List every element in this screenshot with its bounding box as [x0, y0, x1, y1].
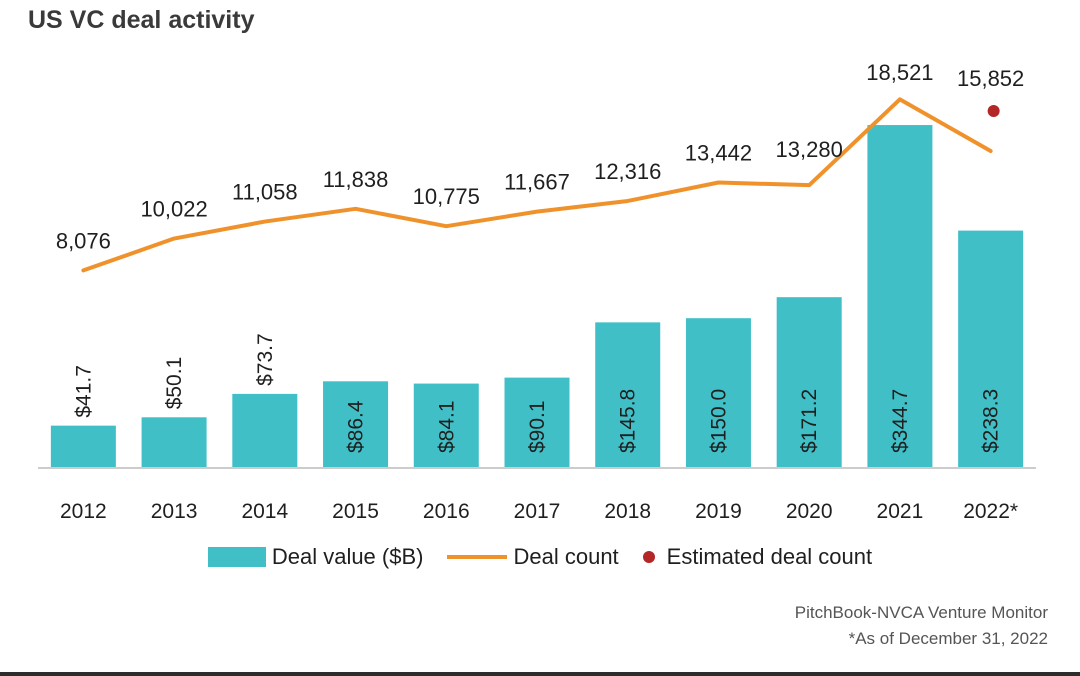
x-tick-label: 2019: [695, 500, 742, 523]
bottom-rule: [0, 672, 1080, 676]
bar: [413, 383, 479, 467]
legend: Deal value ($B) Deal count Estimated dea…: [0, 544, 1080, 570]
deal-count-label: 10,775: [413, 184, 480, 209]
bar: [323, 381, 389, 467]
bar-value-label: $73.7: [254, 333, 277, 386]
bar: [867, 125, 933, 467]
legend-swatch-dot: [642, 551, 655, 563]
bar-value-label: $84.1: [435, 400, 458, 453]
deal-count-label: 13,442: [685, 141, 752, 166]
chart-title: US VC deal activity: [28, 6, 255, 34]
footnote-line: *As of December 31, 2022: [848, 629, 1048, 648]
bar-value-label: $171.2: [798, 389, 821, 453]
bar-value-label: $50.1: [163, 357, 186, 410]
x-tick-label: 2018: [604, 500, 651, 523]
chart-plot: $41.7 2012 $50.1 2013 $73.7 2014 $86.4 2015 $84.…: [38, 60, 1036, 523]
x-tick-label: 2017: [514, 500, 561, 523]
legend-item-deal-count: Deal count: [447, 544, 619, 570]
x-tick-label: 2012: [60, 500, 107, 523]
estimated-deal-count-point: [987, 105, 1000, 117]
deal-count-label: 10,022: [140, 197, 207, 222]
deal-count-line: [81, 97, 993, 273]
bar-value-label: $238.3: [980, 389, 1003, 453]
x-tick-label: 2022*: [963, 500, 1018, 523]
x-tick-label: 2013: [151, 500, 198, 523]
legend-label-deal-count: Deal count: [513, 544, 619, 569]
deal-count-label: 13,280: [776, 137, 843, 162]
deal-count-label: 11,058: [232, 180, 298, 205]
bar-value-label: $41.7: [72, 365, 95, 418]
deal-count-label: 18,521: [866, 60, 933, 85]
legend-swatch-bar: [207, 547, 266, 567]
bar: [685, 318, 751, 467]
bar: [141, 417, 207, 467]
legend-item-deal-value: Deal value ($B): [207, 544, 424, 570]
bar-value-label: $145.8: [617, 389, 640, 453]
legend-label-deal-value: Deal value ($B): [271, 544, 424, 569]
legend-swatch-line: [447, 555, 508, 559]
bar-value-label: $150.0: [707, 389, 730, 453]
bar-value-label: $344.7: [889, 389, 912, 453]
bar-value-label: $90.1: [526, 400, 549, 453]
deal-count-label: 15,852: [957, 66, 1024, 91]
deal-count-label: 12,316: [594, 159, 661, 184]
bar: [50, 425, 116, 467]
deal-count-label: 11,667: [504, 170, 570, 195]
deal-count-label: 8,076: [56, 228, 111, 253]
x-tick-label: 2021: [877, 500, 924, 523]
bar: [232, 393, 298, 467]
bar: [595, 322, 661, 467]
x-tick-label: 2015: [332, 500, 379, 523]
source-note: PitchBook-NVCA Venture Monitor *As of De…: [795, 600, 1048, 652]
bar: [504, 377, 570, 467]
x-tick-label: 2020: [786, 500, 833, 523]
x-tick-label: 2014: [241, 500, 288, 523]
legend-item-estimated: Estimated deal count: [642, 544, 873, 570]
deal-count-label: 11,838: [323, 167, 389, 192]
x-tick-label: 2016: [423, 500, 470, 523]
bar: [776, 297, 842, 467]
legend-label-estimated: Estimated deal count: [666, 544, 873, 569]
bar-value-label: $86.4: [345, 400, 368, 453]
source-line: PitchBook-NVCA Venture Monitor: [794, 603, 1048, 622]
bar: [958, 230, 1024, 467]
